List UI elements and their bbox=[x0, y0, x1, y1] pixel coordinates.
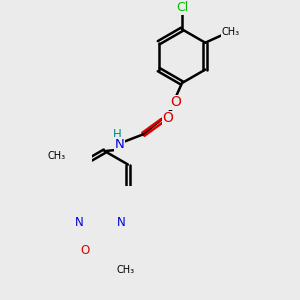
Text: O: O bbox=[80, 244, 89, 256]
Text: N: N bbox=[75, 216, 84, 229]
Text: CH₃: CH₃ bbox=[117, 265, 135, 275]
Text: CH₃: CH₃ bbox=[47, 151, 65, 161]
Text: N: N bbox=[115, 138, 125, 151]
Text: N: N bbox=[117, 216, 126, 229]
Text: O: O bbox=[162, 111, 173, 125]
Text: H: H bbox=[113, 128, 122, 141]
Text: Cl: Cl bbox=[176, 1, 188, 14]
Text: CH₃: CH₃ bbox=[221, 27, 239, 37]
Text: O: O bbox=[170, 95, 181, 110]
